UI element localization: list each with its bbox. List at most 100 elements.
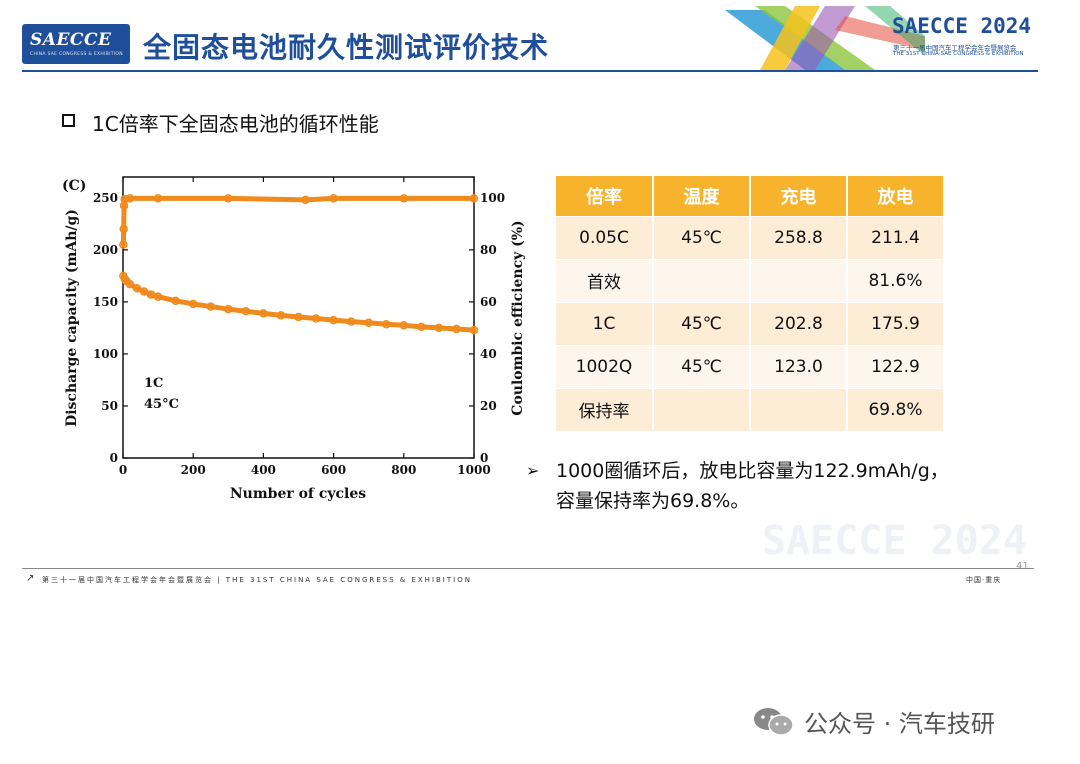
left-tick-label: 250 [93, 191, 118, 205]
capacity-point [171, 296, 180, 306]
cycle-performance-chart: (C) 0 200 400 600 800 1000 0 50 100 150 200 250 0 2… [62, 176, 526, 502]
watermark: SAECCE 2024 [762, 518, 1027, 564]
efficiency-point [301, 195, 310, 205]
table-cell: 211.4 [847, 215, 945, 259]
table-cell [750, 387, 848, 431]
table-cell [750, 258, 848, 302]
footer-divider [22, 568, 1034, 569]
right-tick-label: 100 [480, 191, 505, 205]
x-tick-label: 400 [251, 463, 276, 477]
capacity-point [120, 274, 130, 284]
x-tick-label: 1000 [457, 463, 490, 477]
table-cell: 0.05C [556, 215, 654, 259]
efficiency-point [399, 194, 409, 203]
left-tick-label: 150 [93, 295, 118, 309]
chart-series [119, 194, 479, 335]
table-cell: 69.8% [847, 387, 945, 431]
capacity-point [206, 302, 215, 311]
table-row: 保持率 69.8% [556, 387, 945, 431]
header-divider [22, 70, 1038, 72]
efficiency-point [153, 194, 163, 203]
table-cell: 258.8 [750, 215, 848, 259]
left-tick-label: 0 [110, 451, 118, 465]
capacity-point [452, 324, 461, 334]
table-header-cell: 充电 [750, 176, 848, 216]
section-heading-text: 1C倍率下全固态电池的循环性能 [92, 112, 379, 136]
table-cell: 202.8 [750, 301, 848, 345]
saecce-logo: SAECCE CHINA SAE CONGRESS & EXHIBITION [22, 24, 130, 64]
conclusion-text: 1000圈循环后，放电比容量为122.9mAh/g， 容量保持率为69.8%。 [556, 456, 996, 516]
conclusion-line: 容量保持率为69.8%。 [556, 490, 750, 512]
checkbox-bullet-icon [62, 114, 75, 127]
efficiency-point [469, 194, 479, 203]
capacity-point [329, 315, 338, 325]
table-cell: 首效 [556, 258, 654, 302]
table-cell: 1C [556, 301, 654, 345]
capacity-point [382, 320, 391, 329]
efficiency-point [120, 194, 130, 204]
capacity-point [259, 309, 268, 318]
table-header-cell: 温度 [653, 176, 751, 216]
x-axis-title: Number of cycles [230, 486, 366, 502]
capacity-point [188, 299, 198, 309]
left-tick-label: 50 [101, 399, 118, 413]
capacity-point [132, 284, 142, 293]
event-name-cn: 第三十一届中国汽车工程学会年会暨展览会 [893, 44, 1017, 52]
capacity-point [241, 307, 251, 316]
table-row: 1002Q 45℃ 123.0 122.9 [556, 344, 945, 388]
capacity-point [276, 311, 286, 320]
logo-subtext: CHINA SAE CONGRESS & EXHIBITION [30, 52, 123, 57]
capacity-point [417, 322, 426, 332]
capacity-point [399, 321, 409, 330]
capacity-point [346, 317, 356, 326]
left-tick-label: 200 [93, 243, 118, 257]
capacity-point [364, 318, 373, 327]
table-cell [653, 258, 751, 302]
x-tick-label: 200 [181, 463, 206, 477]
decorative-banner [725, 6, 925, 70]
chart-annotation-temperature: 45°C [144, 397, 179, 412]
capacity-point [125, 279, 135, 289]
x-tick-label: 0 [119, 463, 127, 477]
table-row: 首效 81.6% [556, 258, 945, 302]
event-name-en: THE 31ST CHINA-SAE CONGRESS & EXHIBITION [893, 51, 1024, 57]
capacity-point [311, 314, 321, 323]
footer-event-text: 第三十一届中国汽车工程学会年会暨展览会 | THE 31ST CHINA SAE… [42, 576, 472, 584]
right-tick-label: 40 [480, 347, 497, 361]
wechat-icon [754, 708, 794, 736]
table-cell: 81.6% [847, 258, 945, 302]
discharge-capacity-series [120, 273, 477, 333]
arrow-bullet-icon: ➢ [526, 461, 540, 480]
x-axis-ticks: 0 200 400 600 800 1000 [119, 177, 491, 477]
right-tick-label: 20 [480, 399, 497, 413]
right-axis-title: Coulombic efficiency (%) [510, 220, 526, 415]
efficiency-point [329, 194, 338, 203]
table-header-cell: 倍率 [556, 176, 654, 216]
table-header-row: 倍率 温度 充电 放电 [556, 176, 945, 216]
conclusion-line: 1000圈循环后，放电比容量为122.9mAh/g， [556, 460, 949, 482]
capacity-point [153, 292, 163, 301]
table-cell: 45℃ [653, 215, 751, 259]
capacity-point [469, 325, 479, 335]
x-tick-label: 800 [391, 463, 416, 477]
table-header-cell: 放电 [847, 176, 945, 216]
capacity-point [224, 304, 233, 314]
right-tick-label: 0 [480, 451, 488, 465]
footer-location: 中国·重庆 [966, 576, 1002, 584]
chart-annotation-rate: 1C [144, 376, 163, 391]
logo-text: SAECCE [30, 30, 112, 50]
efficiency-point [125, 194, 135, 203]
efficiency-point [119, 240, 128, 249]
left-axis-title: Discharge capacity (mAh/g) [64, 209, 80, 427]
event-name: SAECCE 2024 [892, 14, 1032, 38]
table-cell: 175.9 [847, 301, 945, 345]
left-axis-ticks: 0 50 100 150 200 250 [93, 191, 128, 465]
slide: SAECCE CHINA SAE CONGRESS & EXHIBITION 全… [22, 6, 1038, 584]
plot-frame [122, 176, 475, 459]
arrow-up-right-icon: ↗ [26, 573, 35, 584]
attribution-text: 公众号 · 汽车技研 [804, 710, 995, 738]
efficiency-point [119, 224, 128, 234]
efficiency-point [224, 194, 233, 203]
page-number: 41 [1016, 561, 1029, 572]
left-tick-label: 100 [93, 347, 118, 361]
